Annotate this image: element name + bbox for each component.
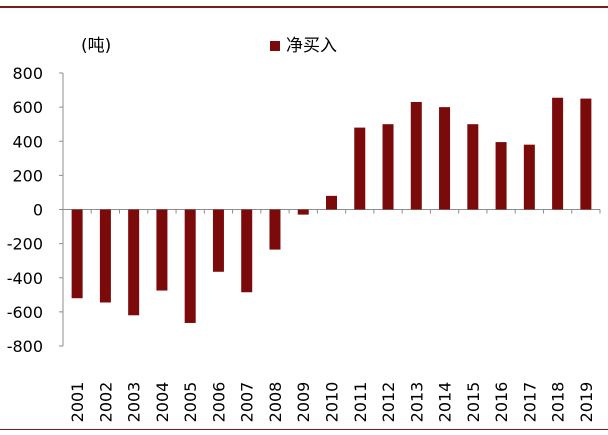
y-tick-label: -200 — [7, 235, 43, 254]
bar-2017 — [523, 144, 535, 210]
x-tick-label: 2017 — [520, 382, 539, 423]
x-tick-label: 2013 — [407, 382, 426, 423]
y-tick-label: 800 — [12, 64, 43, 83]
y-tick-label: -800 — [7, 337, 43, 356]
x-tick-label: 2010 — [323, 382, 342, 423]
bar-2009 — [297, 209, 309, 215]
bar-2018 — [552, 97, 564, 210]
x-tick-label: 2004 — [153, 382, 172, 423]
x-tick-label: 2018 — [549, 382, 568, 423]
x-tick-label: 2019 — [577, 382, 596, 423]
top-rule — [0, 6, 608, 8]
x-tick-label: 2007 — [238, 382, 257, 423]
x-tick-label: 2008 — [266, 382, 285, 423]
bar-2013 — [410, 102, 422, 210]
legend-swatch — [270, 41, 280, 51]
bar-2003 — [128, 209, 140, 316]
bar-2015 — [467, 124, 479, 210]
legend-label: 净买入 — [286, 36, 337, 56]
x-tick-label: 2012 — [379, 382, 398, 423]
bar-2007 — [241, 209, 253, 293]
x-tick-label: 2011 — [351, 382, 370, 423]
x-tick-label: 2009 — [294, 382, 313, 423]
bar-2010 — [326, 195, 337, 210]
x-tick-label: 2015 — [464, 382, 483, 423]
bar-2016 — [495, 142, 507, 210]
bar-2014 — [439, 107, 451, 210]
bar-2008 — [269, 209, 281, 250]
bar-2019 — [580, 98, 592, 210]
y-tick-label: 200 — [12, 166, 43, 185]
bar-2001 — [71, 209, 83, 299]
x-tick-label: 2003 — [125, 382, 144, 423]
x-tick-label: 2002 — [96, 382, 115, 423]
bar-2005 — [184, 209, 196, 323]
bar-2004 — [156, 209, 168, 291]
legend: 净买入 — [270, 36, 337, 56]
x-tick-label: 2014 — [436, 382, 455, 423]
y-tick-label: -600 — [7, 303, 43, 322]
unit-label: (吨) — [81, 36, 112, 56]
bar-2011 — [354, 127, 366, 210]
y-tick-label: 0 — [33, 201, 43, 220]
bottom-rule — [0, 429, 608, 430]
bar-2006 — [212, 209, 224, 272]
y-tick-label: 400 — [12, 132, 43, 151]
bar-2002 — [99, 209, 111, 303]
bar-2012 — [382, 124, 394, 210]
x-tick-label: 2005 — [181, 382, 200, 423]
x-tick-label: 2006 — [209, 382, 228, 423]
x-tick-label: 2001 — [68, 382, 87, 423]
x-tick-label: 2016 — [492, 382, 511, 423]
y-tick-label: -400 — [7, 269, 43, 288]
y-tick-label: 600 — [12, 98, 43, 117]
